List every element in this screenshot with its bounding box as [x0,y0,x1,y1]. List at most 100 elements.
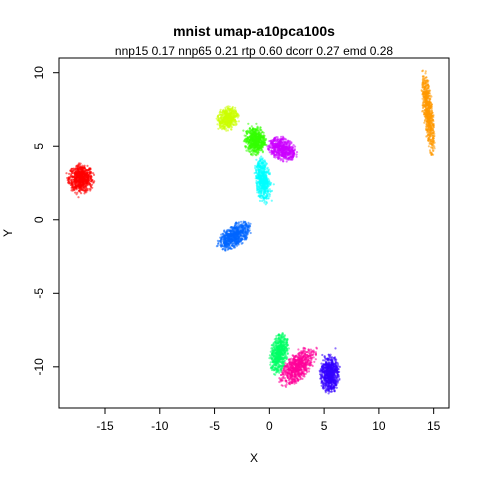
point [264,164,267,167]
point [275,153,278,156]
point [252,134,255,137]
point [276,138,280,141]
point [77,196,80,199]
point [271,346,274,349]
point [224,119,227,122]
point [227,126,230,129]
point [421,97,424,100]
point [246,227,249,231]
point [216,239,219,242]
point [226,129,230,132]
point [263,183,267,186]
point [261,172,264,175]
point [233,118,237,121]
point [258,199,262,202]
point [278,351,281,355]
point [79,190,82,193]
point [79,183,83,186]
point [427,137,430,140]
point [75,193,78,196]
point [426,83,429,86]
point [79,165,82,168]
point [266,185,269,188]
point [255,133,258,136]
point [281,135,284,138]
point [433,147,436,150]
point [226,246,229,249]
point [268,179,271,182]
point [264,139,267,142]
point [278,149,281,152]
point [254,153,257,156]
point [225,105,228,108]
point [422,75,425,78]
point [247,122,250,125]
point [244,140,247,143]
point [307,370,311,373]
point [237,240,241,244]
point [275,367,278,370]
point [271,364,274,367]
point [73,176,76,179]
point [430,125,433,128]
point [224,237,227,240]
point [249,231,252,235]
point [229,108,232,111]
point [247,138,250,141]
point [240,238,243,241]
point [283,346,286,349]
point [84,181,87,184]
point [241,241,244,245]
point [291,154,294,157]
point [282,348,285,351]
point [248,127,251,130]
point [429,146,433,149]
point [236,230,240,233]
point [217,241,220,245]
point [240,220,243,223]
point [236,238,240,241]
point [295,151,299,154]
point [281,360,284,363]
chart-subtitle: nnp15 0.17 nnp65 0.21 rtp 0.60 dcorr 0.2… [115,44,394,58]
point [270,139,273,142]
point [227,233,230,236]
point [73,179,76,182]
point [291,147,294,150]
point [432,153,435,156]
point [218,111,221,114]
point [249,222,252,225]
point [237,120,240,123]
point [235,115,238,118]
point [431,134,434,137]
point [78,186,82,189]
point [293,145,297,148]
point [423,109,426,112]
point [234,106,237,109]
point [291,145,294,148]
point [221,109,225,112]
point [92,173,96,176]
point [277,344,280,347]
point [289,149,292,152]
point [432,130,436,133]
point [258,168,261,171]
point [242,129,245,132]
point [267,172,270,175]
point [429,101,432,104]
point [244,134,248,137]
point [432,125,435,129]
point [433,132,436,135]
point [265,201,268,204]
point [426,104,429,107]
point [85,171,88,174]
point [70,179,73,182]
point [267,144,270,147]
point [289,142,292,145]
point [266,147,270,151]
point [297,348,300,351]
point [267,169,270,172]
point [424,98,427,101]
point [315,347,318,350]
point [220,241,223,245]
